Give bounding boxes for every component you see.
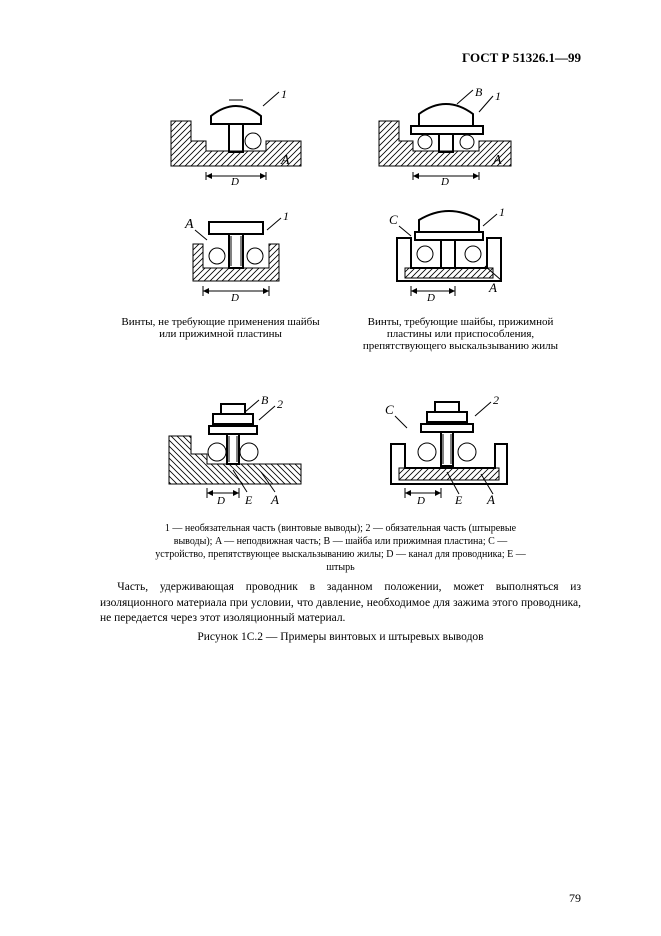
label-D: D <box>230 176 239 186</box>
page-number: 79 <box>569 891 581 906</box>
label-Ad: A <box>488 280 497 295</box>
label-1d: 1 <box>499 205 505 219</box>
figure-legend: 1 — необязательная часть (винтовые вывод… <box>151 522 531 574</box>
figure-top-left-1: 1 A D <box>151 86 321 186</box>
label-Cf: C <box>385 402 394 417</box>
label-Df: D <box>416 495 425 507</box>
figure-bottom-left: B 2 D E A <box>151 392 321 512</box>
caption-right: Винты, требующие шайбы, прижимной пласти… <box>356 316 566 352</box>
label-Cc: C <box>389 212 398 227</box>
caption-left: Винты, не требующие применения шайбы или… <box>116 316 326 352</box>
label-De: D <box>216 495 225 507</box>
top-captions: Винты, не требующие применения шайбы или… <box>100 316 581 352</box>
label-Bb: B <box>261 393 269 407</box>
label-1b: 1 <box>495 89 501 103</box>
figure-top-right-1: B 1 A D <box>361 86 531 186</box>
standard-code-header: ГОСТ Р 51326.1—99 <box>100 50 581 66</box>
label-Ab: A <box>492 153 502 168</box>
label-Af: A <box>486 492 495 507</box>
label-Dc: D <box>230 292 239 304</box>
note-paragraph: Часть, удерживающая проводник в заданном… <box>100 580 581 627</box>
figure-row-2: A 1 D C <box>100 196 581 306</box>
label-B: B <box>475 86 483 99</box>
label-Dd: D <box>426 292 435 304</box>
label-Ae: A <box>270 492 279 507</box>
figure-bottom-right: C 2 D E A <box>361 392 531 512</box>
label-Db: D <box>440 176 449 186</box>
label-Ee: E <box>244 493 253 507</box>
figure-title: Рисунок 1C.2 — Примеры винтовых и штырев… <box>100 631 581 643</box>
figure-row-1: 1 A D <box>100 86 581 186</box>
label-A: A <box>280 153 290 168</box>
page: ГОСТ Р 51326.1—99 <box>0 0 661 936</box>
figure-mid-left: A 1 D <box>151 196 321 306</box>
label-2b: 2 <box>493 393 499 407</box>
figure-row-3: B 2 D E A <box>100 392 581 512</box>
label-Ac: A <box>184 217 194 232</box>
figure-mid-right: C 1 A D <box>361 196 531 306</box>
label-1c: 1 <box>283 209 289 223</box>
label-1: 1 <box>281 87 287 101</box>
label-Ef: E <box>454 493 463 507</box>
label-2a: 2 <box>277 397 283 411</box>
